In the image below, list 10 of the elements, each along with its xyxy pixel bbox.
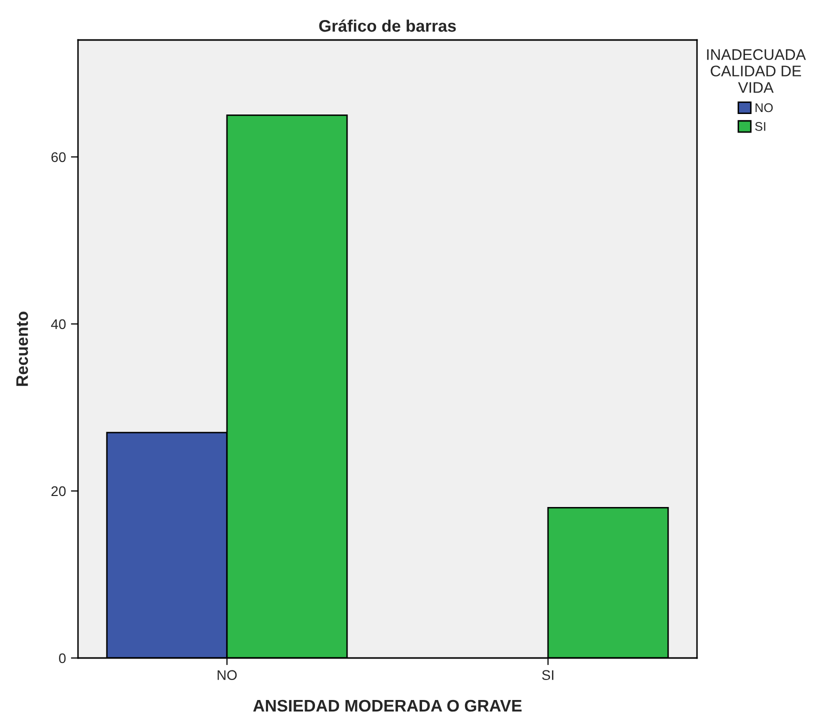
y-axis-title: Recuento — [16, 312, 28, 386]
chart-title: Gráfico de barras — [319, 19, 456, 32]
x-axis-title: ANSIEDAD MODERADA O GRAVE — [253, 700, 522, 712]
y-tick-label: 20 — [51, 486, 66, 496]
legend-label: NO — [756, 103, 773, 112]
legend-title: INADECUADA CALIDAD DE VIDA — [707, 49, 806, 93]
y-tick-label: 60 — [51, 152, 66, 162]
y-tick-label: 0 — [59, 653, 66, 664]
legend-label: SI — [755, 122, 766, 131]
y-tick-label: 40 — [51, 319, 66, 330]
